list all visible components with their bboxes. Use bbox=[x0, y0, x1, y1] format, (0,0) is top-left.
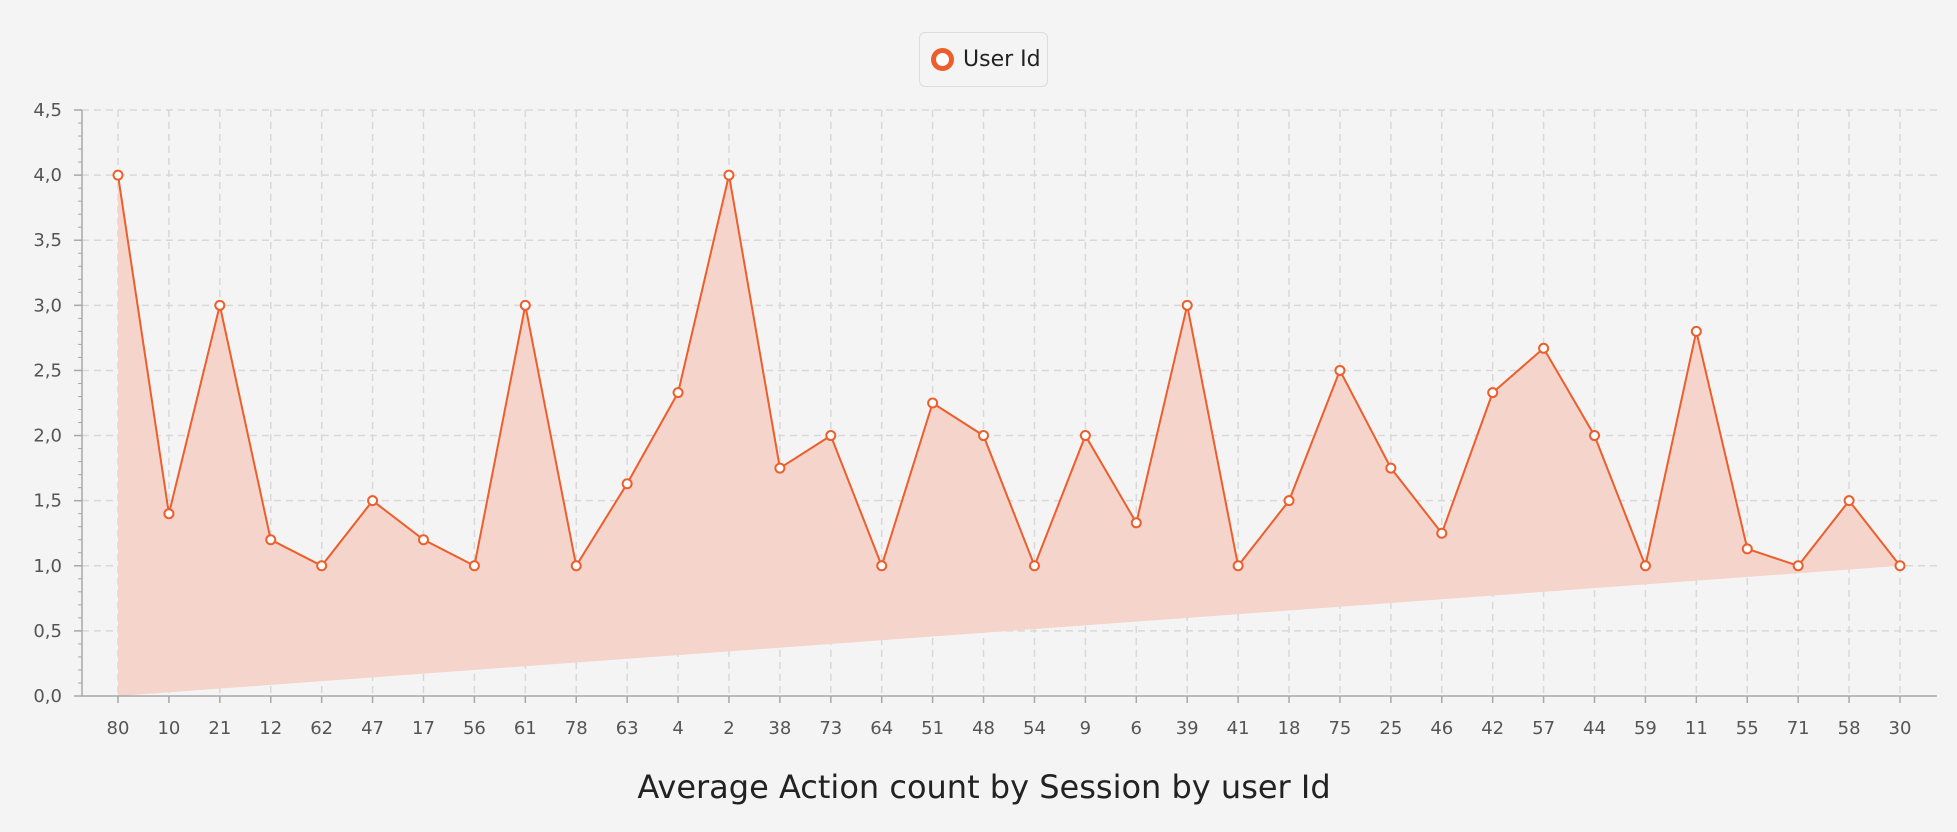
data-point bbox=[316, 560, 328, 572]
x-tick-label: 62 bbox=[310, 718, 333, 739]
y-tick-label: 2,5 bbox=[33, 360, 62, 381]
x-tick-label: 78 bbox=[565, 718, 588, 739]
data-point bbox=[367, 495, 379, 507]
x-tick-label: 2 bbox=[723, 718, 734, 739]
x-tick-label: 17 bbox=[412, 718, 435, 739]
x-tick-label: 64 bbox=[870, 718, 893, 739]
data-point bbox=[1639, 560, 1651, 572]
x-tick-label: 21 bbox=[208, 718, 231, 739]
x-tick-label: 46 bbox=[1430, 718, 1453, 739]
data-point bbox=[1690, 325, 1702, 337]
axes: 0,00,51,01,52,02,53,03,54,04,580 10 21 12 62… bbox=[33, 100, 1937, 739]
x-tick-label: 4 bbox=[672, 718, 683, 739]
data-point bbox=[468, 560, 480, 572]
x-tick-label: 44 bbox=[1583, 718, 1606, 739]
data-point bbox=[1334, 364, 1346, 376]
data-point bbox=[723, 169, 735, 181]
data-point bbox=[265, 534, 277, 546]
series-line bbox=[117, 174, 1901, 570]
x-tick-label: 42 bbox=[1481, 718, 1504, 739]
y-tick-label: 2,0 bbox=[33, 426, 62, 447]
x-tick-label: 73 bbox=[819, 718, 842, 739]
x-tick-label: 58 bbox=[1838, 718, 1861, 739]
data-point bbox=[774, 462, 786, 474]
series-area bbox=[118, 175, 1900, 697]
x-tick-label: 57 bbox=[1532, 718, 1555, 739]
data-point bbox=[1589, 430, 1601, 442]
y-tick-label: 0,5 bbox=[33, 621, 62, 642]
data-point bbox=[672, 387, 684, 399]
data-point bbox=[519, 299, 531, 311]
data-points bbox=[112, 169, 1906, 572]
data-point bbox=[1843, 495, 1855, 507]
data-point bbox=[1385, 462, 1397, 474]
x-tick-label: 41 bbox=[1227, 718, 1250, 739]
data-point bbox=[570, 560, 582, 572]
data-point bbox=[1894, 560, 1906, 572]
data-point bbox=[214, 299, 226, 311]
y-tick-label: 4,5 bbox=[33, 100, 62, 121]
data-point bbox=[1130, 517, 1142, 529]
x-tick-label: 38 bbox=[768, 718, 791, 739]
x-tick-label: 10 bbox=[157, 718, 180, 739]
x-tick-label: 18 bbox=[1278, 718, 1301, 739]
data-point bbox=[1436, 527, 1448, 539]
data-point bbox=[1028, 560, 1040, 572]
x-tick-label: 51 bbox=[921, 718, 944, 739]
y-tick-label: 0,0 bbox=[33, 686, 62, 707]
x-tick-label: 59 bbox=[1634, 718, 1657, 739]
data-point bbox=[112, 169, 124, 181]
x-tick-label: 30 bbox=[1889, 718, 1912, 739]
x-tick-label: 6 bbox=[1131, 718, 1142, 739]
y-tick-label: 1,0 bbox=[33, 556, 62, 577]
x-tick-label: 61 bbox=[514, 718, 537, 739]
x-tick-label: 55 bbox=[1736, 718, 1759, 739]
x-tick-label: 48 bbox=[972, 718, 995, 739]
x-tick-label: 25 bbox=[1379, 718, 1402, 739]
data-point bbox=[1283, 495, 1295, 507]
x-tick-label: 54 bbox=[1023, 718, 1046, 739]
area-fill-layer bbox=[118, 175, 1900, 697]
data-point bbox=[1181, 299, 1193, 311]
legend: User Id bbox=[919, 32, 1048, 87]
data-point bbox=[876, 560, 888, 572]
data-point bbox=[621, 478, 633, 490]
data-point bbox=[1487, 387, 1499, 399]
x-tick-label: 9 bbox=[1080, 718, 1091, 739]
x-tick-label: 71 bbox=[1787, 718, 1810, 739]
x-tick-label: 56 bbox=[463, 718, 486, 739]
y-tick-label: 3,0 bbox=[33, 295, 62, 316]
data-point bbox=[1792, 560, 1804, 572]
data-point bbox=[1079, 430, 1091, 442]
y-tick-label: 3,5 bbox=[33, 230, 62, 251]
y-tick-label: 1,5 bbox=[33, 491, 62, 512]
x-tick-label: 12 bbox=[259, 718, 282, 739]
x-tick-label: 11 bbox=[1685, 718, 1708, 739]
data-point bbox=[1741, 543, 1753, 555]
data-point bbox=[978, 430, 990, 442]
series-line-layer bbox=[117, 174, 1901, 570]
legend-marker-icon bbox=[931, 48, 954, 71]
x-tick-label: 63 bbox=[616, 718, 639, 739]
data-point bbox=[1538, 342, 1550, 354]
chart-title: Average Action count by Session by user … bbox=[637, 768, 1330, 806]
x-tick-label: 39 bbox=[1176, 718, 1199, 739]
data-point bbox=[825, 430, 837, 442]
data-point bbox=[1232, 560, 1244, 572]
data-point bbox=[417, 534, 429, 546]
legend-label: User Id bbox=[963, 47, 1041, 72]
data-point bbox=[163, 508, 175, 520]
y-tick-label: 4,0 bbox=[33, 165, 62, 186]
data-point bbox=[927, 397, 939, 409]
x-tick-label: 80 bbox=[107, 718, 130, 739]
x-tick-label: 47 bbox=[361, 718, 384, 739]
x-tick-label: 75 bbox=[1328, 718, 1351, 739]
